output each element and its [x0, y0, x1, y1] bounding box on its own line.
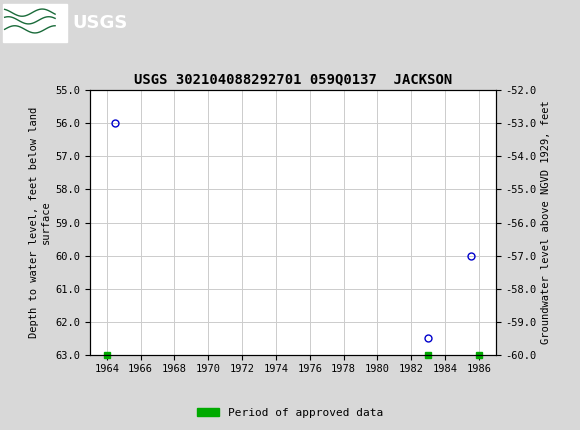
Legend: Period of approved data: Period of approved data [193, 403, 387, 422]
FancyBboxPatch shape [3, 3, 67, 42]
Title: USGS 302104088292701 059Q0137  JACKSON: USGS 302104088292701 059Q0137 JACKSON [134, 72, 452, 86]
Y-axis label: Depth to water level, feet below land
surface: Depth to water level, feet below land su… [30, 107, 51, 338]
Text: USGS: USGS [72, 14, 128, 31]
Y-axis label: Groundwater level above NGVD 1929, feet: Groundwater level above NGVD 1929, feet [541, 101, 551, 344]
